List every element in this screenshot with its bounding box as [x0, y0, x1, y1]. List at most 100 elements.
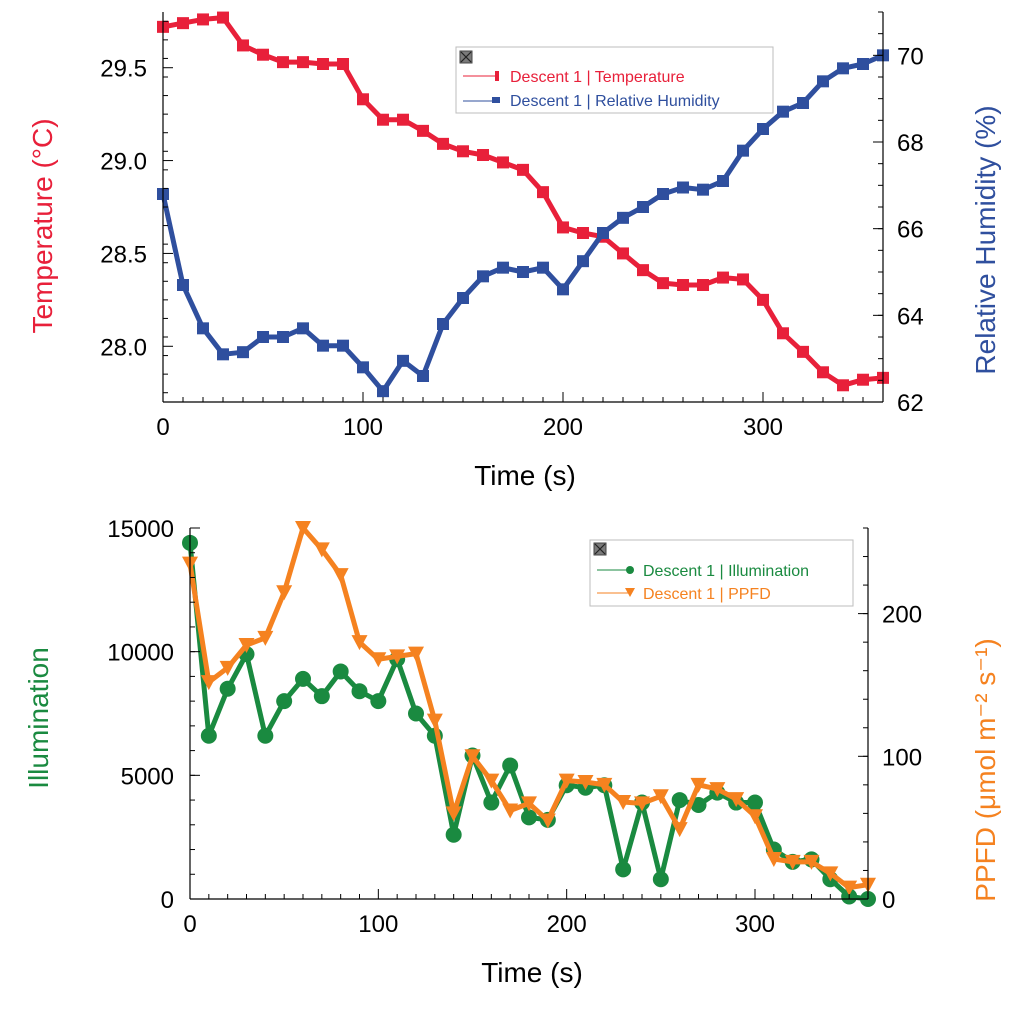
series-1-point-29 — [737, 144, 749, 157]
series-0-point-34 — [837, 379, 849, 392]
series-0-point-35 — [857, 373, 869, 386]
legend: Descent 1 | Illumination Descent 1 | PPF… — [589, 539, 854, 607]
temperature-humidity-chart: 0 100 200 300 28.0 28.5 29.0 29.5 62 64 66 68 70 Tim… — [27, 11, 1001, 491]
series-0-point-1 — [200, 727, 217, 744]
y-tick-label-left: 29.5 — [100, 56, 147, 83]
series-1-point-30 — [747, 809, 763, 825]
series-1-point-31 — [765, 852, 782, 868]
series-0-point-25 — [652, 871, 669, 888]
series-0-point-6 — [295, 670, 311, 687]
legend: Descent 1 | Temperature Descent 1 | Rela… — [455, 46, 774, 114]
series-0-point-29 — [737, 273, 749, 286]
series-1-point-6 — [277, 331, 289, 343]
series-descent-temperature — [157, 11, 889, 392]
series-0-point-10 — [357, 93, 369, 106]
series-1-point-9 — [337, 339, 349, 352]
series-1-point-35 — [841, 880, 858, 896]
y-tick-label-right: 62 — [897, 390, 924, 417]
series-0-point-19 — [537, 186, 549, 199]
series-0-point-10 — [370, 693, 387, 710]
series-1-point-2 — [219, 660, 236, 676]
series-0-point-5 — [276, 693, 293, 710]
series-1-point-28 — [717, 175, 729, 187]
series-0-point-3 — [217, 11, 229, 24]
legend-label-humidity: Descent 1 | Relative Humidity — [510, 93, 720, 110]
series-1-point-11 — [389, 649, 406, 665]
series-0-point-5 — [257, 48, 269, 61]
series-0-point-2 — [219, 680, 236, 697]
y-tick-label-left: 29.0 — [100, 149, 147, 176]
series-0-point-13 — [417, 124, 429, 137]
series-1-point-5 — [257, 331, 269, 343]
series-1-point-19 — [539, 813, 556, 829]
series-1-point-8 — [332, 568, 349, 584]
series-1-point-3 — [238, 638, 255, 654]
y-tick-label-left: 28.0 — [100, 334, 147, 361]
series-1-point-10 — [357, 361, 369, 374]
legend-label-temperature: Descent 1 | Temperature — [510, 69, 685, 86]
series-0-point-17 — [497, 156, 509, 169]
y-tick-label-right: 66 — [897, 217, 924, 244]
series-0-point-6 — [277, 56, 289, 69]
series-0-point-9 — [351, 683, 368, 700]
series-1-point-24 — [637, 201, 649, 213]
illumination-ppfd-chart: 0 100 200 300 0 5000 10000 15000 0 100 200 Time (s… — [23, 516, 1001, 988]
x-tick-label: 200 — [547, 911, 587, 938]
series-1-point-17 — [497, 261, 509, 274]
legend-label-illumination: Descent 1 | Illumination — [643, 563, 809, 580]
x-tick-label: 200 — [543, 414, 583, 441]
y-tick-label-right: 200 — [882, 602, 922, 629]
series-0-point-17 — [502, 757, 519, 774]
series-1-point-26 — [671, 822, 688, 838]
series-1-point-25 — [652, 789, 669, 805]
series-1-point-27 — [690, 777, 707, 793]
series-1-point-4 — [237, 346, 249, 359]
series-0-point-25 — [657, 277, 669, 290]
series-0-point-18 — [517, 163, 529, 176]
y-axis-title-right: PPFD (μmol m⁻² s⁻¹) — [970, 638, 1001, 901]
series-1-point-19 — [537, 261, 549, 274]
series-1-point-34 — [837, 62, 849, 75]
x-axis-title: Time (s) — [474, 460, 576, 491]
x-tick-label: 300 — [735, 911, 775, 938]
legend-item-illumination: Descent 1 | Illumination — [597, 563, 809, 580]
series-1-point-21 — [577, 255, 589, 268]
x-tick-label: 300 — [743, 414, 783, 441]
legend-item-humidity: Descent 1 | Relative Humidity — [463, 93, 720, 110]
series-1-point-7 — [297, 322, 309, 335]
y-axis-title-right: Relative Humidity (%) — [970, 105, 1001, 374]
y-tick-label-right: 0 — [882, 887, 895, 914]
series-0-point-27 — [690, 797, 707, 814]
series-descent-relative-humidity — [157, 49, 889, 398]
series-0-point-4 — [237, 39, 249, 52]
legend-close-icon[interactable] — [593, 542, 607, 556]
y-tick-label-left: 15000 — [107, 516, 174, 543]
series-1-point-16 — [477, 270, 489, 283]
series-0-point-26 — [677, 279, 689, 291]
x-axis-title: Time (s) — [481, 957, 583, 988]
series-1-point-18 — [521, 796, 537, 812]
series-0-point-15 — [457, 145, 469, 158]
series-1-point-15 — [457, 292, 469, 304]
series-1-point-27 — [697, 183, 709, 196]
x-tick-label: 100 — [358, 911, 398, 938]
series-1-point-20 — [558, 773, 575, 789]
legend-box — [589, 539, 854, 607]
series-1-point-14 — [445, 806, 462, 822]
series-0-point-16 — [483, 794, 500, 811]
series-0-point-20 — [557, 221, 569, 234]
series-1-point-35 — [857, 58, 869, 70]
legend-item-temperature: Descent 1 | Temperature — [463, 69, 685, 86]
series-0-point-18 — [521, 809, 537, 826]
x-tick-label: 0 — [183, 911, 196, 938]
legend-item-ppfd: Descent 1 | PPFD — [597, 586, 771, 603]
series-1-point-20 — [557, 283, 569, 296]
series-1-point-3 — [217, 348, 229, 361]
series-1-point-8 — [317, 339, 329, 352]
legend-close-icon[interactable] — [459, 50, 473, 64]
series-0-point-9 — [337, 58, 349, 70]
legend-box — [455, 46, 774, 114]
series-0-point-31 — [777, 327, 789, 340]
series-0-point-8 — [317, 58, 329, 70]
